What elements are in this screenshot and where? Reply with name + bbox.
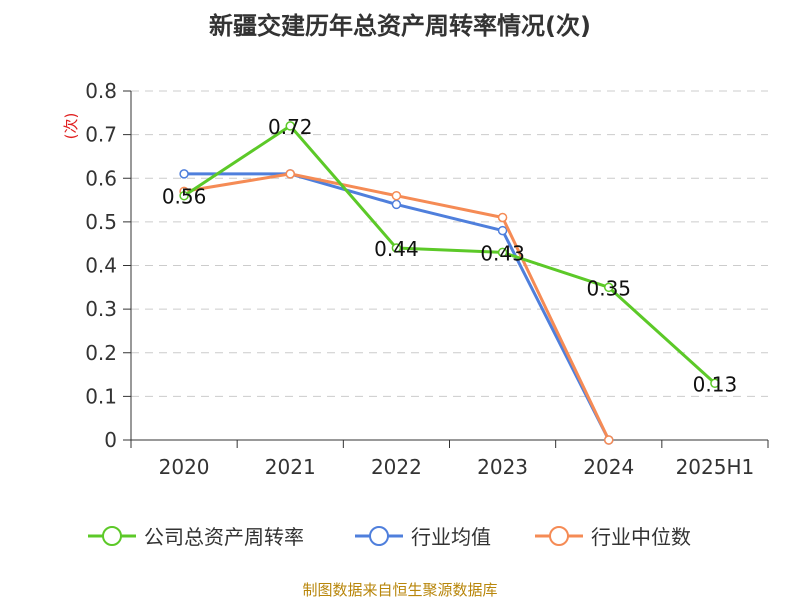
y-tick-label: 0.3 xyxy=(85,297,117,321)
y-tick-label: 0.8 xyxy=(85,79,117,103)
data-point xyxy=(285,121,295,131)
data-point xyxy=(391,190,402,201)
data-point xyxy=(497,247,508,258)
y-axis-label: (次) xyxy=(62,113,80,140)
data-point xyxy=(604,435,614,445)
legend-label: 行业中位数 xyxy=(591,525,691,549)
data-point xyxy=(391,199,402,210)
data-point xyxy=(391,243,402,253)
legend-marker-icon xyxy=(102,526,122,546)
series-line xyxy=(183,124,716,385)
x-tick-label: 2020 xyxy=(159,455,210,479)
x-tick-label: 2021 xyxy=(265,455,316,479)
data-label: 0.44 xyxy=(374,237,419,261)
legend-item[interactable]: 行业中位数 xyxy=(535,525,691,549)
chart-title: 新疆交建历年总资产周转率情况(次) xyxy=(209,12,591,40)
x-ticks: 2020 2021 2022 2023 2024 2025H1 xyxy=(159,455,755,479)
x-tick-label: 2022 xyxy=(371,455,422,479)
data-point xyxy=(179,169,189,179)
data-point xyxy=(497,225,508,236)
series-1 xyxy=(179,169,614,445)
y-tick-label: 0.1 xyxy=(85,384,117,408)
y-ticks: 0 0.1 0.2 0.3 0.4 0.5 0.6 0.7 0.8 xyxy=(85,79,117,452)
y-tick-label: 0.7 xyxy=(85,123,117,147)
legend-marker-icon xyxy=(369,526,389,546)
axes xyxy=(123,90,769,448)
grid xyxy=(131,90,768,397)
series-line xyxy=(183,172,611,441)
data-point xyxy=(604,282,614,293)
legend-marker-icon xyxy=(549,526,569,546)
y-tick-label: 0.6 xyxy=(85,166,117,190)
data-label: 0.13 xyxy=(693,372,738,396)
series-2 xyxy=(179,169,614,445)
series xyxy=(179,121,720,445)
legend-item[interactable]: 公司总资产周转率 xyxy=(88,525,304,549)
legend[interactable]: 公司总资产周转率 行业均值 行业中位数 xyxy=(88,525,691,549)
data-label: 0.72 xyxy=(268,115,313,139)
x-tick-label: 2024 xyxy=(583,455,634,479)
data-label: 0.35 xyxy=(586,276,631,300)
data-label: 0.43 xyxy=(480,241,525,265)
legend-label: 公司总资产周转率 xyxy=(144,525,304,549)
y-tick-label: 0.4 xyxy=(85,254,117,278)
series-0 xyxy=(179,121,720,389)
y-tick-label: 0.5 xyxy=(85,210,117,234)
x-tick-label: 2025H1 xyxy=(676,455,755,479)
y-tick-label: 0.2 xyxy=(85,341,117,365)
data-point xyxy=(179,190,189,201)
data-labels: 0.56 0.72 0.44 0.43 0.35 0.13 xyxy=(162,115,737,396)
y-tick-label: 0 xyxy=(104,428,117,452)
data-label: 0.56 xyxy=(162,185,207,209)
data-point xyxy=(285,169,295,179)
legend-label: 行业均值 xyxy=(411,525,491,549)
data-point xyxy=(710,378,720,389)
source-note: 制图数据来自恒生聚源数据库 xyxy=(302,581,497,599)
x-tick-label: 2023 xyxy=(477,455,528,479)
data-point xyxy=(497,212,508,223)
legend-item[interactable]: 行业均值 xyxy=(355,525,491,549)
